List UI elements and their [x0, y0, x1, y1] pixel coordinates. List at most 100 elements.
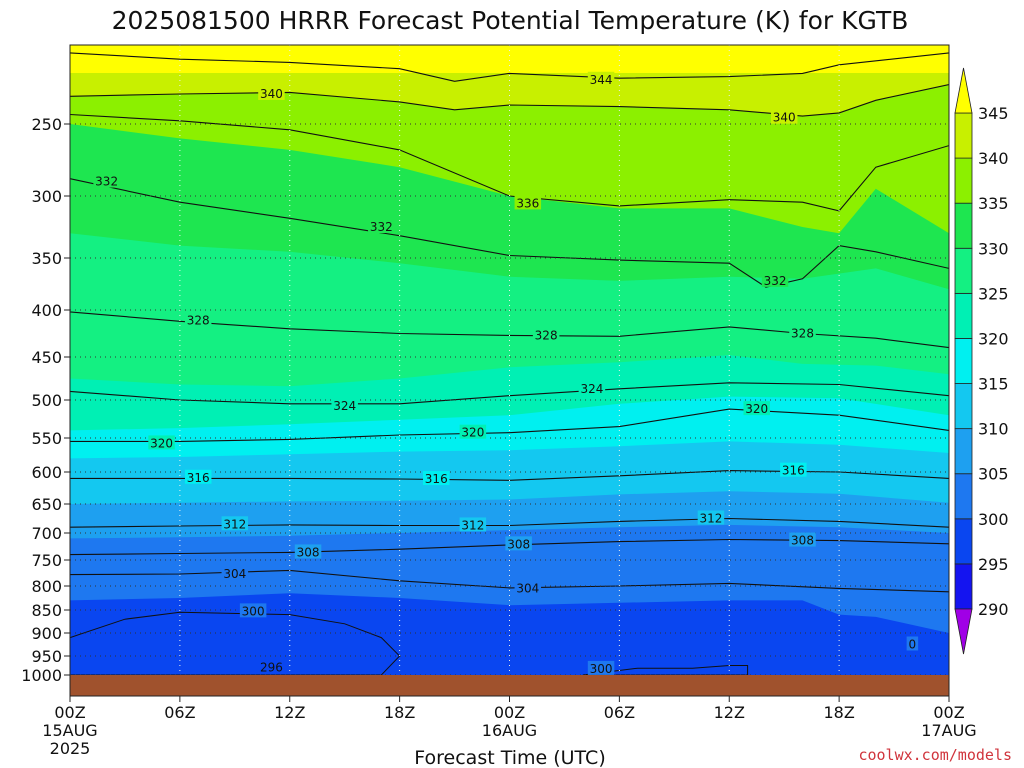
colorbar-label: 330	[978, 239, 1009, 258]
colorbar-label: 295	[978, 555, 1009, 574]
svg-text:336: 336	[516, 196, 539, 210]
colorbar-top-arrow	[954, 67, 973, 114]
isentrope-304	[70, 569, 949, 593]
contour-label: 328	[532, 327, 560, 342]
svg-text:308: 308	[791, 534, 814, 548]
contour-label: 300	[239, 603, 267, 618]
isentrope-332	[70, 178, 949, 288]
x-axis-label: Forecast Time (UTC)	[414, 747, 605, 768]
contour-label: 296	[258, 659, 285, 674]
x-tick-label: 18Z	[384, 703, 415, 722]
ground-strip	[70, 675, 949, 696]
contour-label: 316	[423, 471, 450, 486]
svg-text:344: 344	[590, 73, 613, 87]
colorbar-segment	[954, 383, 973, 430]
svg-text:320: 320	[461, 426, 484, 440]
contour-label: 316	[184, 469, 212, 485]
colorbar-segment	[954, 338, 973, 384]
x-tick-label: 12Z	[274, 703, 305, 722]
svg-text:332: 332	[370, 220, 393, 234]
svg-text:320: 320	[150, 436, 173, 450]
y-tick-label: 500	[31, 391, 62, 410]
isentrope-344	[70, 52, 949, 82]
colorbar-segment	[954, 247, 973, 294]
svg-text:312: 312	[223, 517, 246, 531]
y-tick-label: 400	[31, 301, 62, 320]
colorbar-label: 340	[978, 149, 1009, 168]
x-tick-date: 16AUG	[482, 721, 537, 740]
chart-title: 2025081500 HRRR Forecast Potential Tempe…	[112, 6, 909, 35]
colorbar-label: 305	[978, 465, 1009, 484]
svg-text:0: 0	[909, 638, 917, 652]
svg-text:328: 328	[791, 327, 814, 341]
colorbar-label: 325	[978, 284, 1009, 303]
x-tick-date: 15AUG	[42, 721, 97, 740]
isentrope-320	[70, 408, 949, 442]
svg-text:304: 304	[516, 581, 539, 595]
y-tick-label: 350	[31, 249, 62, 268]
credit-text: coolwx.com/models	[858, 746, 1012, 764]
colorbar-segment	[954, 428, 973, 475]
contour-label: 320	[743, 401, 770, 416]
contour-label: 308	[505, 536, 532, 551]
y-tick-label: 850	[31, 601, 62, 620]
y-tick-label: 750	[31, 551, 62, 570]
colorbar-segment	[954, 202, 973, 249]
contour-label: 304	[514, 580, 542, 595]
plot-area: 340 344 340 332 336 332 332 328 328 328 324 324 320 3…	[70, 45, 949, 676]
y-tick-label: 1000	[21, 666, 62, 685]
svg-text:300: 300	[590, 662, 613, 676]
contour-label: 324	[331, 398, 358, 413]
colorbar-segment	[954, 473, 973, 520]
contour-label: 0	[906, 636, 919, 652]
svg-text:324: 324	[580, 382, 603, 396]
x-tick-label: 00Z	[54, 703, 85, 722]
contour-label: 344	[587, 71, 615, 87]
colorbar-segment	[954, 292, 973, 339]
y-tick-label: 950	[31, 647, 62, 666]
contour-label: 328	[789, 325, 816, 341]
colorbar-segment	[954, 157, 973, 204]
colorbar-segment	[954, 518, 973, 565]
colorbar-label: 290	[978, 600, 1009, 619]
svg-text:324: 324	[333, 399, 356, 413]
svg-text:312: 312	[699, 512, 722, 526]
x-tick-year: 2025	[50, 739, 91, 758]
colorbar-label: 310	[978, 420, 1009, 439]
contour-label: 328	[184, 312, 212, 327]
y-tick-label: 900	[31, 624, 62, 643]
x-tick-label: 18Z	[823, 703, 854, 722]
cold-pool-295	[70, 611, 401, 675]
contour-label: 312	[459, 517, 487, 532]
y-axis: 250 300 350 400 450 500 550 600 650 700 750 800 850 9…	[21, 115, 70, 685]
contour-label: 312	[697, 510, 725, 526]
colorbar-bottom-arrow	[954, 608, 973, 655]
svg-text:340: 340	[773, 111, 796, 125]
contour-label: 320	[148, 435, 175, 450]
y-tick-label: 800	[31, 577, 62, 596]
colorbar-label: 335	[978, 194, 1009, 213]
colorbar-segment	[954, 112, 973, 159]
x-tick-date: 17AUG	[921, 721, 976, 740]
x-tick-label: 06Z	[604, 703, 635, 722]
contour-label: 304	[221, 566, 249, 581]
colorbar-label: 300	[978, 510, 1009, 529]
y-tick-label: 300	[31, 187, 62, 206]
svg-text:304: 304	[223, 567, 246, 581]
x-tick-label: 06Z	[164, 703, 195, 722]
svg-text:328: 328	[535, 328, 558, 342]
svg-text:300: 300	[242, 604, 265, 618]
svg-text:320: 320	[745, 402, 768, 416]
svg-text:328: 328	[187, 313, 210, 327]
contour-label: 308	[789, 532, 816, 548]
contour-label: 316	[780, 462, 807, 478]
svg-text:316: 316	[425, 472, 448, 486]
contour-label: 324	[578, 380, 606, 396]
contour-label: 332	[93, 173, 120, 189]
colorbar: 290 295 300 305 310 315 320 325 330 335 340 345	[954, 67, 1009, 655]
colorbar-segment	[954, 563, 973, 610]
y-tick-label: 700	[31, 524, 62, 543]
svg-text:296: 296	[260, 660, 283, 674]
